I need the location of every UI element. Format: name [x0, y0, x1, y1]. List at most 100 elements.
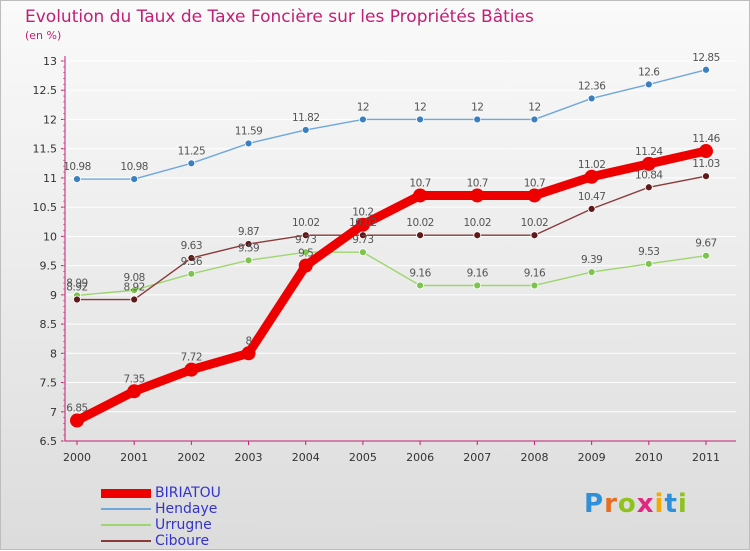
- data-label: 9.16: [467, 267, 489, 279]
- data-point: [584, 169, 599, 184]
- chart-legend: BIRIATOU Hendaye Urrugne Ciboure: [101, 485, 221, 549]
- y-tick-label: 7.5: [40, 377, 58, 390]
- x-tick-label: 2004: [292, 451, 320, 464]
- data-label: 10.02: [463, 217, 491, 229]
- legend-item-urrugne: Urrugne: [101, 517, 221, 533]
- data-point: [244, 139, 253, 148]
- data-label: 10.02: [406, 217, 434, 229]
- data-label: 10.98: [120, 161, 148, 173]
- data-point: [413, 188, 428, 203]
- data-label: 9.53: [638, 246, 659, 258]
- data-point: [644, 259, 653, 268]
- data-point: [244, 256, 253, 265]
- x-tick-label: 2006: [406, 451, 434, 464]
- legend-swatch: [101, 524, 151, 526]
- data-label: 11.46: [692, 133, 720, 145]
- data-point: [530, 281, 539, 290]
- x-tick-label: 2011: [692, 451, 720, 464]
- logo-letter: P: [584, 489, 605, 519]
- logo-letter: o: [617, 489, 637, 519]
- data-label: 10.47: [578, 191, 606, 203]
- data-point: [702, 251, 710, 260]
- legend-label: Urrugne: [155, 517, 212, 533]
- y-tick-label: 11: [43, 172, 57, 185]
- data-label: 11.25: [178, 145, 206, 157]
- data-label: 10.2: [352, 207, 373, 219]
- data-label: 12.6: [638, 66, 660, 78]
- logo-letter: i: [654, 489, 665, 519]
- data-label: 10.84: [635, 169, 663, 181]
- y-tick-label: 11.5: [33, 143, 58, 156]
- legend-item-biriatou: BIRIATOU: [101, 485, 221, 501]
- data-label: 9.87: [238, 226, 259, 238]
- data-label: 11.82: [292, 112, 320, 124]
- data-point: [587, 268, 596, 276]
- x-tick-label: 2008: [520, 451, 548, 464]
- data-point: [473, 115, 482, 124]
- data-label: 7.72: [181, 352, 202, 364]
- legend-swatch: [101, 508, 151, 510]
- data-point: [644, 80, 653, 89]
- x-tick-label: 2007: [463, 451, 491, 464]
- data-label: 9.67: [695, 238, 716, 250]
- data-label: 11.02: [578, 159, 606, 171]
- data-point: [702, 172, 710, 181]
- data-label: 8.92: [123, 282, 144, 294]
- data-point: [298, 258, 313, 273]
- data-point: [127, 384, 142, 399]
- data-label: 9.59: [238, 242, 259, 254]
- y-tick-label: 8: [50, 347, 57, 360]
- series-line-urrugne: [76, 251, 707, 297]
- logo-letter: t: [664, 489, 678, 519]
- data-point: [73, 175, 81, 183]
- data-label: 9.16: [524, 267, 546, 279]
- data-label: 9.73: [295, 234, 316, 246]
- data-point: [359, 115, 367, 124]
- series-line-biriatou: [72, 146, 711, 426]
- data-point: [244, 240, 253, 248]
- x-tick-label: 2005: [349, 451, 377, 464]
- data-point: [187, 159, 196, 168]
- legend-swatch: [101, 488, 151, 498]
- data-label: 8: [245, 335, 251, 347]
- data-point: [241, 346, 256, 361]
- data-label: 9.63: [181, 240, 202, 252]
- data-label: 12: [471, 101, 483, 113]
- data-label: 12: [414, 101, 426, 113]
- y-tick-label: 7: [50, 406, 57, 419]
- logo-letter: r: [604, 489, 618, 519]
- data-label: 8.92: [66, 282, 87, 294]
- data-point: [184, 362, 199, 377]
- data-point: [530, 231, 539, 240]
- data-label: 10.02: [521, 217, 549, 229]
- y-tick-label: 12: [43, 113, 57, 126]
- data-point: [73, 295, 81, 304]
- data-label: 9.16: [409, 267, 431, 279]
- data-point: [359, 248, 367, 257]
- data-label: 10.7: [524, 177, 545, 189]
- y-tick-label: 9.5: [40, 260, 58, 273]
- legend-item-ciboure: Ciboure: [101, 533, 221, 549]
- data-point: [359, 231, 367, 240]
- data-point: [130, 295, 139, 304]
- data-point: [187, 254, 196, 262]
- proxiti-logo: Proxiti: [584, 489, 688, 519]
- legend-label: Ciboure: [155, 533, 210, 549]
- data-point: [587, 205, 596, 213]
- y-tick-label: 10: [43, 230, 57, 243]
- data-point: [70, 413, 84, 428]
- data-point: [702, 65, 710, 74]
- data-point: [644, 183, 653, 192]
- data-point: [473, 231, 482, 240]
- data-label: 9.08: [123, 272, 144, 284]
- data-point: [699, 144, 713, 159]
- data-point: [187, 269, 196, 278]
- series-line-hendaye: [76, 69, 707, 180]
- data-label: 7.35: [123, 373, 144, 385]
- y-tick-label: 6.5: [40, 435, 58, 448]
- data-point: [301, 248, 310, 257]
- data-label: 9.73: [352, 234, 373, 246]
- data-label: 12: [357, 101, 369, 113]
